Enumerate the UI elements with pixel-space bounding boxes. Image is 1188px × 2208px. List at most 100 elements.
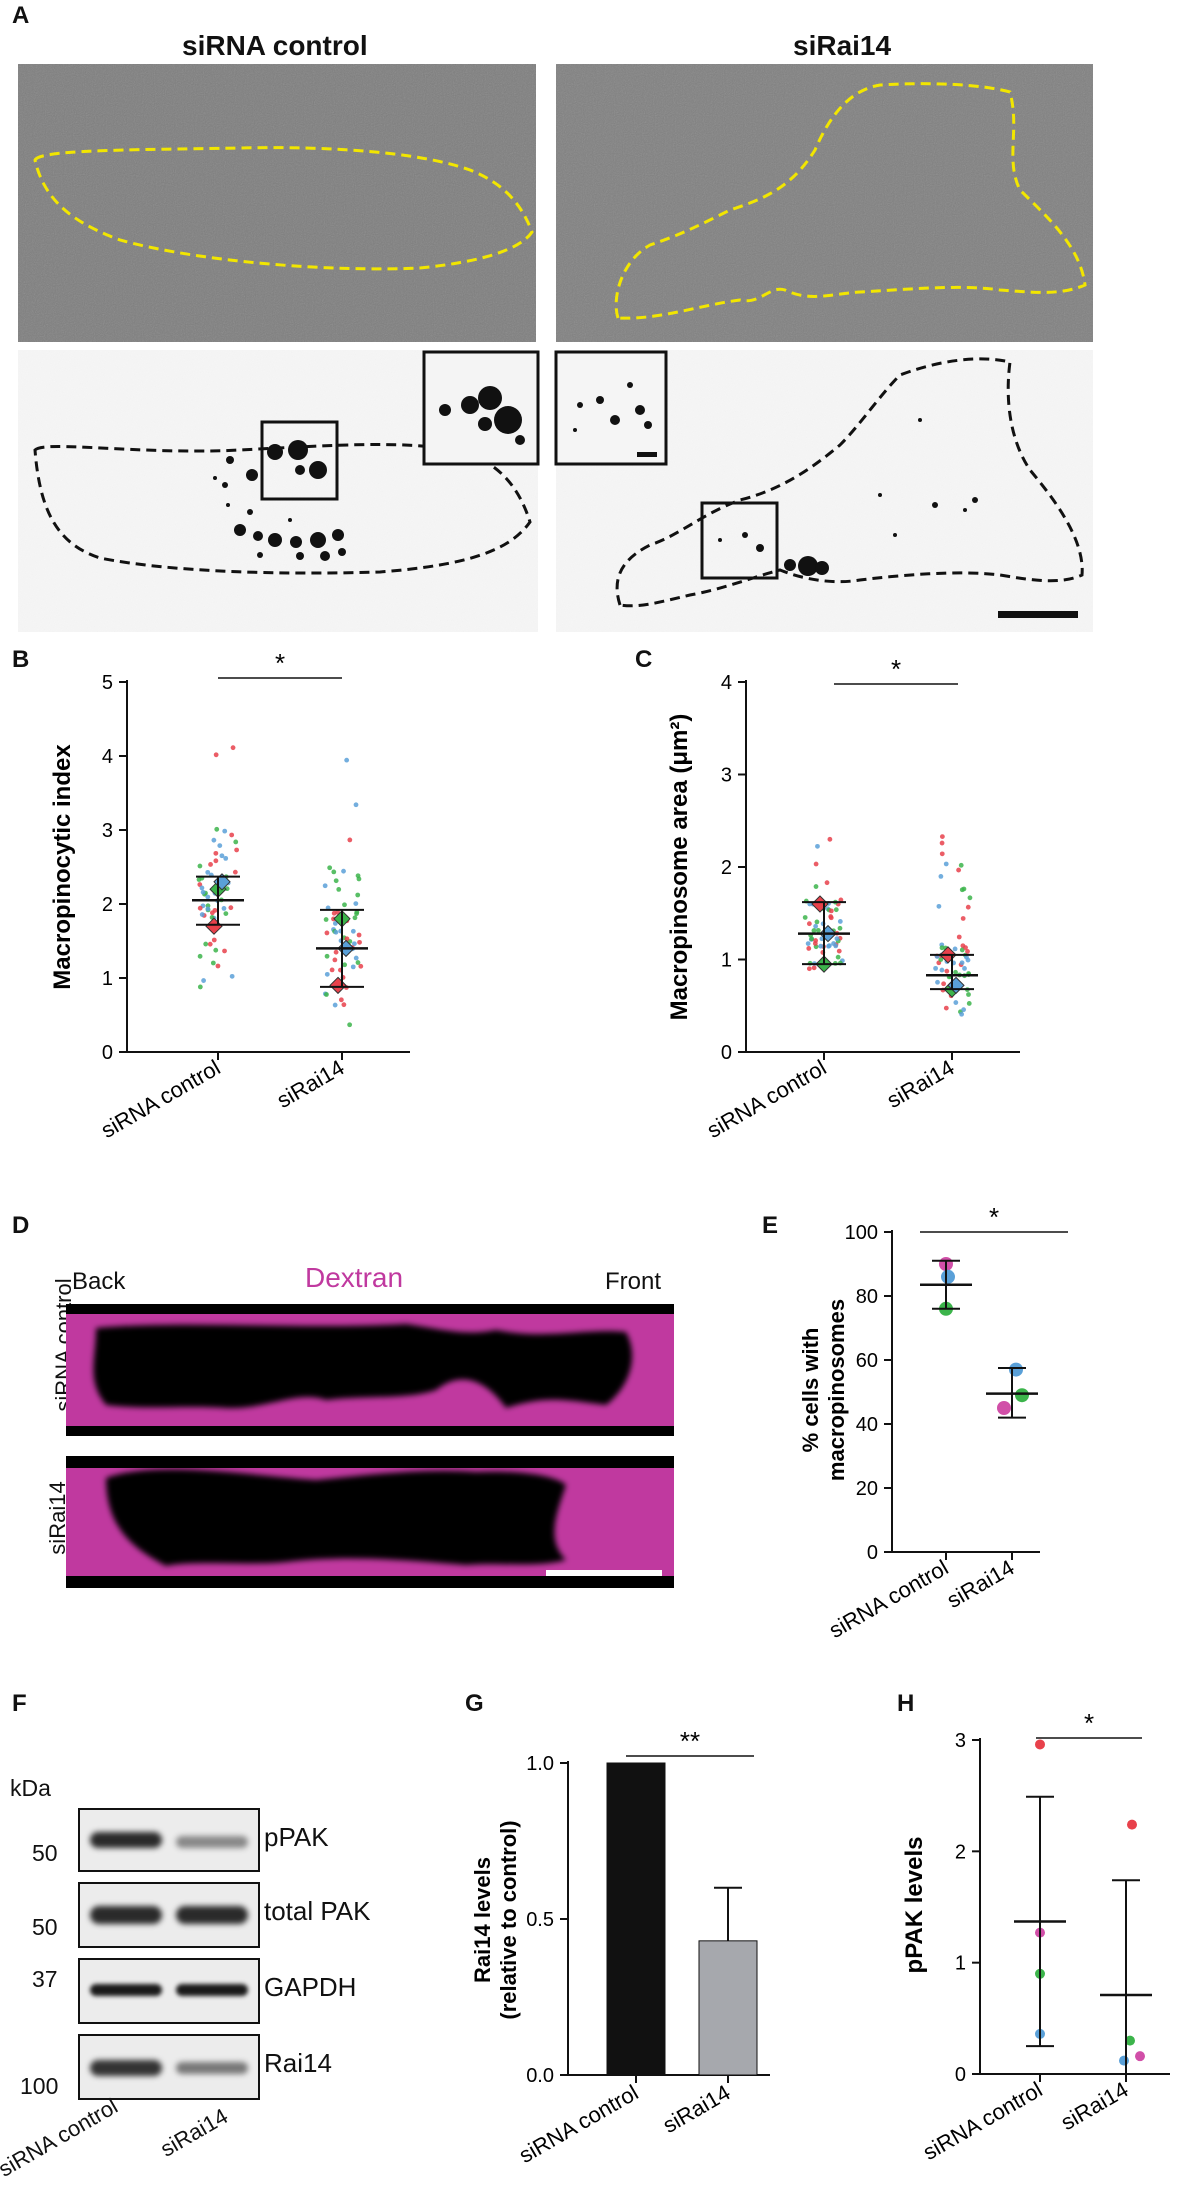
cell-data-point bbox=[332, 920, 338, 926]
cell-data-point bbox=[229, 832, 235, 838]
blot-gapdh bbox=[78, 1958, 260, 2024]
cell-data-point bbox=[353, 802, 359, 808]
cell-data-point bbox=[331, 910, 337, 916]
replicate-data-point bbox=[1125, 2035, 1135, 2046]
cell-data-point bbox=[833, 907, 839, 913]
x-category-label: siRNA control bbox=[919, 2077, 1047, 2165]
cell-data-point bbox=[938, 874, 944, 879]
cell-data-point bbox=[828, 915, 834, 921]
replicate-data-point bbox=[941, 1269, 955, 1284]
cell-data-point bbox=[341, 1002, 347, 1008]
panel-d-images bbox=[66, 1304, 674, 1588]
cell-outline-black-control bbox=[33, 443, 532, 575]
y-tick-label: 3 bbox=[955, 1730, 966, 1752]
cell-data-point bbox=[811, 965, 817, 971]
scale-bar-a bbox=[998, 611, 1078, 618]
y-axis-label: Macropinosome area (μm²) bbox=[666, 714, 693, 1021]
panel-label-f: F bbox=[12, 1690, 27, 1717]
replicate-mean-marker bbox=[329, 976, 347, 995]
cell-data-point bbox=[812, 941, 818, 946]
significance-label: * bbox=[891, 654, 901, 684]
x-category-label: siRNA control bbox=[97, 1055, 225, 1143]
x-category-label: siRNA control bbox=[703, 1055, 831, 1143]
cell-data-point bbox=[944, 968, 950, 974]
chart-h: 0 1 2 3 siRNA control siRai14 pPAK levels * bbox=[901, 1708, 1170, 2165]
cell-data-point bbox=[333, 949, 339, 955]
cell-data-point bbox=[205, 906, 211, 912]
cell-data-point bbox=[958, 862, 964, 868]
cell-data-point bbox=[956, 867, 962, 873]
y-tick-label: 0 bbox=[955, 2064, 966, 2086]
roi-box-sirai14 bbox=[700, 501, 779, 580]
cell-data-point bbox=[835, 954, 841, 960]
cell-data-point bbox=[213, 850, 219, 856]
cell-data-point bbox=[208, 862, 213, 867]
cell-outline-black-sirai14 bbox=[615, 357, 1084, 608]
cell-data-point bbox=[324, 971, 330, 977]
blot-label-total-pak: total PAK bbox=[264, 1896, 371, 1926]
cell-data-point bbox=[960, 916, 966, 921]
cell-data-point bbox=[197, 984, 203, 990]
cell-data-point bbox=[341, 868, 346, 874]
cell-data-point bbox=[965, 949, 970, 954]
blot-lane-label-sirai14: siRai14 bbox=[156, 2103, 233, 2162]
cell-data-point bbox=[205, 869, 211, 875]
significance-label: * bbox=[1084, 1708, 1094, 1738]
cell-data-point bbox=[211, 837, 217, 843]
panel-label-b: B bbox=[12, 646, 30, 673]
y-tick-label: 0.0 bbox=[526, 2065, 554, 2087]
y-tick-label: 60 bbox=[856, 1350, 878, 1372]
cell-data-point bbox=[941, 981, 947, 987]
cell-data-point bbox=[207, 941, 213, 947]
panel-a-title-control: siRNA control bbox=[182, 30, 368, 61]
cell-data-point bbox=[347, 837, 353, 843]
cell-data-point bbox=[347, 1022, 353, 1028]
y-tick-label: 5 bbox=[102, 672, 113, 694]
cell-data-point bbox=[815, 927, 821, 933]
cell-data-point bbox=[939, 840, 945, 846]
blot-mw-ppak: 50 bbox=[32, 1840, 58, 1866]
cell-data-point bbox=[324, 953, 330, 959]
cell-data-point bbox=[211, 937, 217, 943]
cell-data-point bbox=[350, 964, 356, 970]
cell-data-point bbox=[197, 863, 203, 869]
panel-label-g: G bbox=[465, 1690, 484, 1717]
panel-d-back-label: Back bbox=[72, 1268, 126, 1295]
cell-data-point bbox=[353, 955, 359, 961]
cell-data-point bbox=[837, 919, 843, 924]
cell-data-point bbox=[217, 843, 223, 848]
vesicles-control bbox=[213, 440, 346, 561]
cell-data-point bbox=[324, 930, 330, 936]
cell-data-point bbox=[806, 946, 812, 951]
cell-data-point bbox=[806, 921, 812, 927]
cell-data-point bbox=[935, 979, 940, 985]
cell-data-point bbox=[963, 945, 968, 951]
cell-data-point bbox=[838, 897, 844, 903]
cell-outline-yellow-control bbox=[33, 146, 534, 271]
cell-data-point bbox=[223, 911, 229, 917]
cell-data-point bbox=[344, 757, 350, 763]
cell-data-point bbox=[943, 861, 949, 867]
cell-data-point bbox=[213, 752, 219, 758]
cell-data-point bbox=[964, 954, 969, 960]
cell-data-point bbox=[355, 960, 361, 965]
cell-data-point bbox=[837, 925, 843, 931]
cell-data-point bbox=[966, 1001, 972, 1006]
cell-data-point bbox=[214, 826, 220, 832]
cell-data-point bbox=[213, 858, 219, 864]
vesicles-sirai14 bbox=[718, 418, 978, 576]
chart-g: 0.0 0.5 1.0 siRNA control siRai14 Rai14 level… bbox=[470, 1726, 770, 2168]
cell-data-point bbox=[222, 948, 227, 954]
cell-data-point bbox=[209, 910, 215, 916]
cell-data-point bbox=[322, 883, 328, 889]
cell-data-point bbox=[815, 843, 820, 849]
cell-data-point bbox=[936, 903, 942, 909]
x-category-label: siRNA control bbox=[825, 1555, 953, 1643]
cell-data-point bbox=[805, 941, 811, 947]
significance-label: * bbox=[989, 1202, 999, 1232]
y-tick-label: 40 bbox=[856, 1414, 878, 1436]
cell-data-point bbox=[813, 884, 819, 889]
cell-data-point bbox=[332, 1002, 338, 1008]
cell-data-point bbox=[813, 923, 819, 929]
cell-data-point bbox=[233, 839, 239, 845]
